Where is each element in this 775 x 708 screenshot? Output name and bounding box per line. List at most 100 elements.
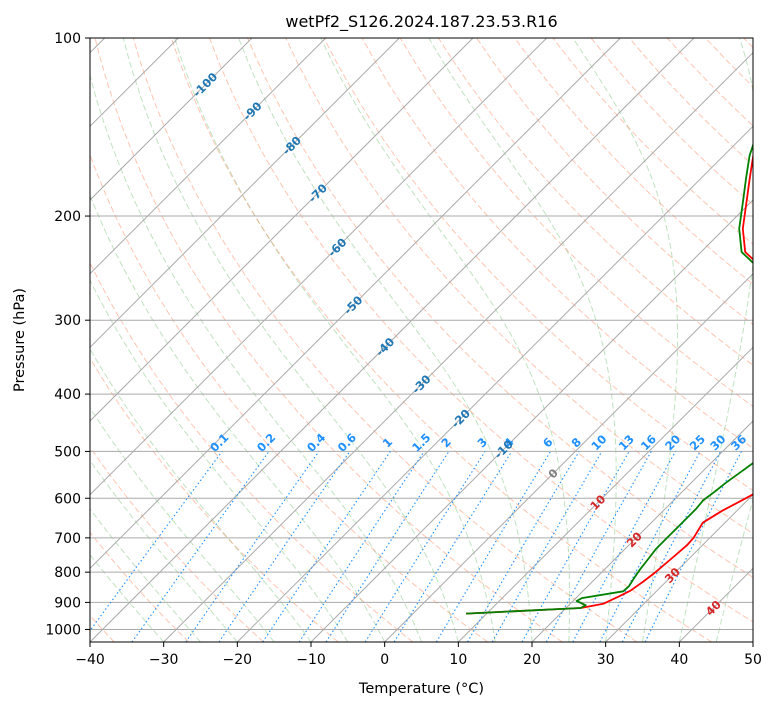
- mixing-ratio-line: [644, 451, 742, 642]
- dewpoint-trace: [466, 142, 753, 615]
- dry-adiabat: [209, 38, 753, 623]
- mixing-ratio-line: [185, 451, 320, 642]
- mixing-ratio-line: [90, 451, 223, 632]
- x-tick-label: 20: [523, 652, 541, 668]
- mixing-ratio-label: 3: [475, 435, 491, 451]
- plot-frame: [89, 37, 754, 643]
- mixing-ratio-label: 36: [728, 432, 749, 453]
- isotherm: [163, 51, 753, 642]
- isotherm: [90, 38, 695, 642]
- isotherm: [384, 272, 753, 642]
- dry-adiabat: [705, 38, 753, 88]
- dry-adiabat: [90, 446, 264, 642]
- mixing-ratio-label: 13: [616, 432, 637, 453]
- y-tick-label: 100: [54, 31, 81, 47]
- x-tick-label: 10: [449, 652, 467, 668]
- isotherm: [531, 420, 753, 642]
- dry-adiabat: [94, 38, 563, 642]
- isotherm: [310, 199, 753, 642]
- mixing-ratio-line: [325, 451, 450, 642]
- y-tick-label: 900: [54, 595, 81, 611]
- dry-adiabat: [399, 38, 753, 408]
- mixing-ratio-line: [572, 451, 676, 642]
- x-tick-label: −20: [223, 652, 253, 668]
- background-lines: [90, 38, 753, 642]
- y-tick-label: 1000: [45, 622, 81, 638]
- moist-adiabat: [90, 279, 349, 642]
- isotherm: [90, 38, 548, 496]
- moist-adiabat: [238, 38, 533, 642]
- dry-adiabat: [437, 38, 753, 366]
- y-tick-label: 200: [54, 209, 81, 225]
- moist-adiabat: [122, 38, 459, 642]
- dry-adiabat: [590, 38, 753, 206]
- isotherm: [90, 38, 253, 201]
- x-tick-label: 40: [670, 652, 688, 668]
- moist-adiabat: [174, 38, 496, 642]
- dry-adiabat: [90, 357, 339, 642]
- x-tick-label: −40: [75, 652, 105, 668]
- mixing-ratio-line: [218, 451, 351, 642]
- isotherm: [90, 38, 327, 275]
- mixing-ratio-line: [545, 451, 652, 642]
- moist-adiabat: [428, 38, 617, 642]
- isotherm: [236, 125, 753, 642]
- dry-adiabat: [90, 531, 190, 642]
- mixing-ratio-label: 25: [687, 432, 708, 453]
- mixing-ratio-label: 30: [707, 432, 728, 453]
- mixing-ratio-line: [521, 451, 630, 642]
- y-tick-label: 500: [54, 444, 81, 460]
- isotherm: [90, 38, 474, 422]
- isotherm: [678, 567, 753, 642]
- x-axis-label: Temperature (°C): [358, 681, 484, 697]
- isotherm: [457, 346, 753, 642]
- moist-adiabat: [572, 38, 679, 642]
- y-tick-label: 700: [54, 531, 81, 547]
- mixing-ratio-line: [621, 451, 722, 642]
- x-tick-label: 50: [744, 652, 762, 668]
- dry-adiabat: [170, 38, 712, 642]
- x-axis-ticks: −40 −30 −20 −10 0 10 20 30 40 50: [75, 642, 762, 668]
- moist-adiabat: [90, 348, 312, 642]
- y-tick-label: 800: [54, 565, 81, 581]
- mixing-ratio-label: 16: [638, 432, 659, 453]
- x-tick-label: −10: [296, 652, 326, 668]
- y-axis-ticks: 100 200 300 400 500 600 700 800 900 1000: [45, 31, 90, 638]
- mixing-ratio-label: 1: [380, 435, 396, 451]
- isotherm: [605, 493, 753, 642]
- moist-adiabat: [90, 554, 165, 642]
- moist-adiabat: [90, 459, 238, 642]
- mixing-ratio-line: [298, 451, 425, 642]
- moist-adiabat: [90, 406, 275, 642]
- moist-adiabat: [90, 73, 422, 642]
- line-labels: 0.1 0.2 0.4 0.6 1 1.5 2 3 4 6 8 10 13 16 20 25 30 36-100-…: [190, 70, 749, 619]
- mixing-ratio-label: 8: [569, 435, 585, 451]
- dry-adiabat: [666, 38, 753, 127]
- dry-adiabat: [247, 38, 753, 578]
- y-tick-label: 300: [54, 313, 81, 329]
- chart-title: wetPf2_S126.2024.187.23.53.R16: [285, 12, 557, 32]
- x-tick-label: −30: [149, 652, 179, 668]
- isotherm: [90, 38, 621, 570]
- moist-adiabat: [715, 497, 753, 642]
- dry-adiabat: [90, 261, 414, 642]
- mixing-ratio-label: 6: [540, 435, 556, 451]
- moist-adiabat: [90, 193, 386, 642]
- dry-adiabat: [90, 153, 488, 642]
- moist-adiabat: [90, 508, 201, 642]
- moist-adiabat: [320, 38, 570, 642]
- mixing-ratio-line: [262, 451, 391, 642]
- dry-adiabat: [132, 38, 638, 642]
- temperature-trace: [466, 154, 753, 615]
- profile-traces: [466, 142, 753, 615]
- moist-adiabat: [678, 38, 753, 642]
- y-axis-label: Pressure (hPa): [12, 288, 28, 392]
- isotherm: [752, 641, 753, 642]
- x-tick-label: 30: [597, 652, 615, 668]
- x-tick-label: 0: [380, 652, 389, 668]
- isotherm: [90, 38, 400, 349]
- dry-adiabat: [743, 38, 753, 49]
- y-tick-label: 400: [54, 387, 81, 403]
- y-tick-label: 600: [54, 491, 81, 507]
